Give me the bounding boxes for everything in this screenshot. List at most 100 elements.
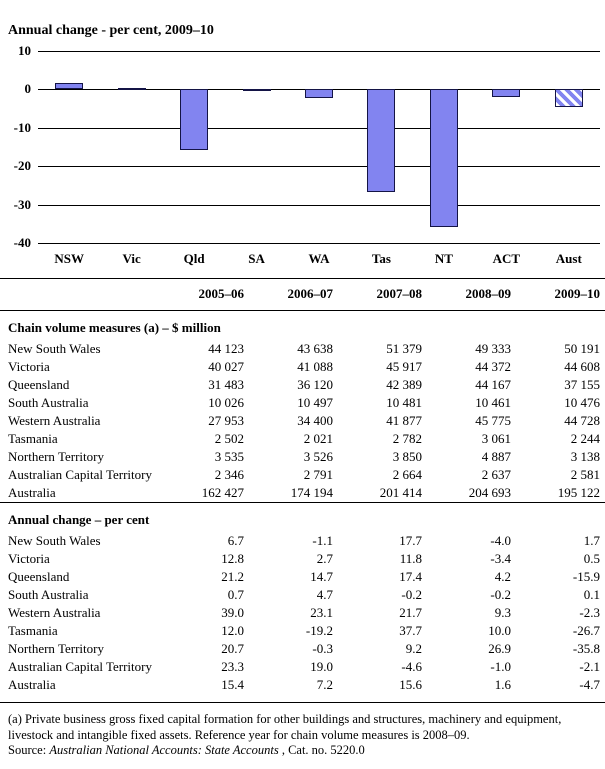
cell-value: 3 061: [481, 431, 511, 446]
table-row: New South Wales 6.7 -1.1 17.7 -4.0 1.7: [0, 532, 605, 550]
table-row: Queensland 31 483 36 120 42 389 44 167 37 155: [0, 376, 605, 394]
cell-value: 1.7: [583, 533, 600, 548]
cell-value: 2 791: [303, 467, 333, 482]
year-column-header: 2009–10: [516, 278, 605, 311]
year-column-header: 2006–07: [249, 278, 338, 311]
row-label: Northern Territory: [8, 449, 104, 464]
y-axis-tick-label: 10: [18, 43, 31, 58]
cell-value: -15.9: [572, 569, 600, 584]
footnotes: (a) Private business gross fixed capital…: [0, 703, 605, 759]
row-label: Victoria: [8, 359, 50, 374]
cell-value: 174 194: [290, 485, 333, 500]
cell-value: 45 917: [386, 359, 422, 374]
cell-value: 3 138: [570, 449, 600, 464]
cell-value: 204 693: [468, 485, 511, 500]
y-axis-tick-label: -20: [13, 158, 31, 174]
cell-value: 162 427: [201, 485, 244, 500]
row-label: New South Wales: [8, 341, 101, 356]
x-axis-category-label: Tas: [371, 251, 391, 266]
bar-NSW: [55, 82, 84, 90]
cell-value: 6.7: [227, 533, 244, 548]
cell-value: 37 155: [564, 377, 600, 392]
x-axis-category-label: NT: [434, 251, 453, 266]
cell-value: -2.3: [579, 605, 600, 620]
cell-value: 11.8: [399, 551, 422, 566]
cell-value: 27 953: [208, 413, 244, 428]
x-axis-category-label: Qld: [183, 251, 205, 266]
chart-title: Annual change - per cent, 2009–10: [8, 23, 214, 38]
cell-value: 2 244: [570, 431, 600, 446]
cell-value: 31 483: [208, 377, 244, 392]
cell-value: 2 346: [214, 467, 244, 482]
table-head: 2005–06 2006–07 2007–08 2008–09 2009–10: [0, 278, 605, 311]
cell-value: 42 389: [386, 377, 422, 392]
cell-value: 0.1: [583, 587, 600, 602]
cell-value: 195 122: [557, 485, 600, 500]
gridline: [38, 127, 600, 129]
cell-value: 19.0: [310, 659, 333, 674]
cell-value: 15.4: [221, 677, 244, 692]
empty-header-cell: [0, 278, 160, 311]
cell-value: 43 638: [297, 341, 333, 356]
table-row: Victoria 12.8 2.7 11.8 -3.4 0.5: [0, 550, 605, 568]
cell-value: 2 782: [392, 431, 422, 446]
gridline: [38, 243, 600, 244]
y-axis-tick-label: -30: [13, 196, 31, 212]
year-header-row: 2005–06 2006–07 2007–08 2008–09 2009–10: [0, 278, 605, 311]
x-axis-category-label: NSW: [54, 251, 84, 266]
table-row: Western Australia 27 953 34 400 41 877 45 77…: [0, 412, 605, 430]
bar-Tas: [367, 89, 396, 192]
bar-SA: [242, 89, 271, 91]
cell-value: 50 191: [564, 341, 600, 356]
cell-value: 51 379: [386, 341, 422, 356]
x-axis-category-label: Aust: [555, 251, 582, 266]
table-row: Tasmania 12.0 -19.2 37.7 10.0 -26.7: [0, 622, 605, 640]
row-label: Australian Capital Territory: [8, 467, 152, 482]
row-label: Australia: [8, 677, 56, 692]
cell-value: 2 664: [392, 467, 422, 482]
cell-value: -26.7: [572, 623, 600, 638]
gridline: [38, 204, 600, 206]
table-row: Australia 162 427 174 194 201 414 204 693 195…: [0, 484, 605, 503]
cell-value: -0.3: [312, 641, 333, 656]
cell-value: -35.8: [572, 641, 600, 656]
cell-value: 201 414: [379, 485, 422, 500]
cell-value: 45 775: [475, 413, 511, 428]
cell-value: -1.1: [312, 533, 333, 548]
cell-value: 2 021: [303, 431, 333, 446]
row-label: New South Wales: [8, 533, 101, 548]
cell-value: 44 123: [208, 341, 244, 356]
cell-value: 10 476: [564, 395, 600, 410]
table-row: Northern Territory 20.7 -0.3 9.2 26.9 -35.8: [0, 640, 605, 658]
table-row: South Australia 10 026 10 497 10 481 10 461 1…: [0, 394, 605, 412]
capex-annual-change-chart: Annual change - per cent, 2009–10 10 0 -10…: [0, 0, 605, 278]
cell-value: 0.7: [227, 587, 244, 602]
cell-value: -3.4: [490, 551, 511, 566]
cell-value: -1.0: [490, 659, 511, 674]
table-row: Australia 15.4 7.2 15.6 1.6 -4.7: [0, 676, 605, 703]
cell-value: 12.8: [221, 551, 244, 566]
table-row: South Australia 0.7 4.7 -0.2 -0.2 0.1: [0, 586, 605, 604]
x-axis-category-label: ACT: [492, 251, 521, 266]
table-row: Victoria 40 027 41 088 45 917 44 372 44 608: [0, 358, 605, 376]
gridline: [38, 166, 600, 168]
bar-Aust: [554, 89, 583, 108]
cell-value: 49 333: [475, 341, 511, 356]
table-row: Queensland 21.2 14.7 17.4 4.2 -15.9: [0, 568, 605, 586]
cell-value: 21.7: [399, 605, 422, 620]
x-axis-category-label: WA: [308, 251, 330, 266]
source-line: Source: Australian National Accounts: St…: [8, 743, 597, 759]
cell-value: 3 850: [392, 449, 422, 464]
cell-value: 4.2: [494, 569, 511, 584]
x-axis-category-label: SA: [248, 251, 265, 266]
cell-value: 23.1: [310, 605, 333, 620]
year-column-header: 2008–09: [427, 278, 516, 311]
cell-value: 3 535: [214, 449, 244, 464]
cell-value: 34 400: [297, 413, 333, 428]
cell-value: 20.7: [221, 641, 244, 656]
section-header-row: Chain volume measures (a) – $ million: [0, 311, 605, 341]
row-label: Australia: [8, 485, 56, 500]
x-axis-category-label: Vic: [122, 251, 141, 266]
cell-value: -4.6: [401, 659, 422, 674]
